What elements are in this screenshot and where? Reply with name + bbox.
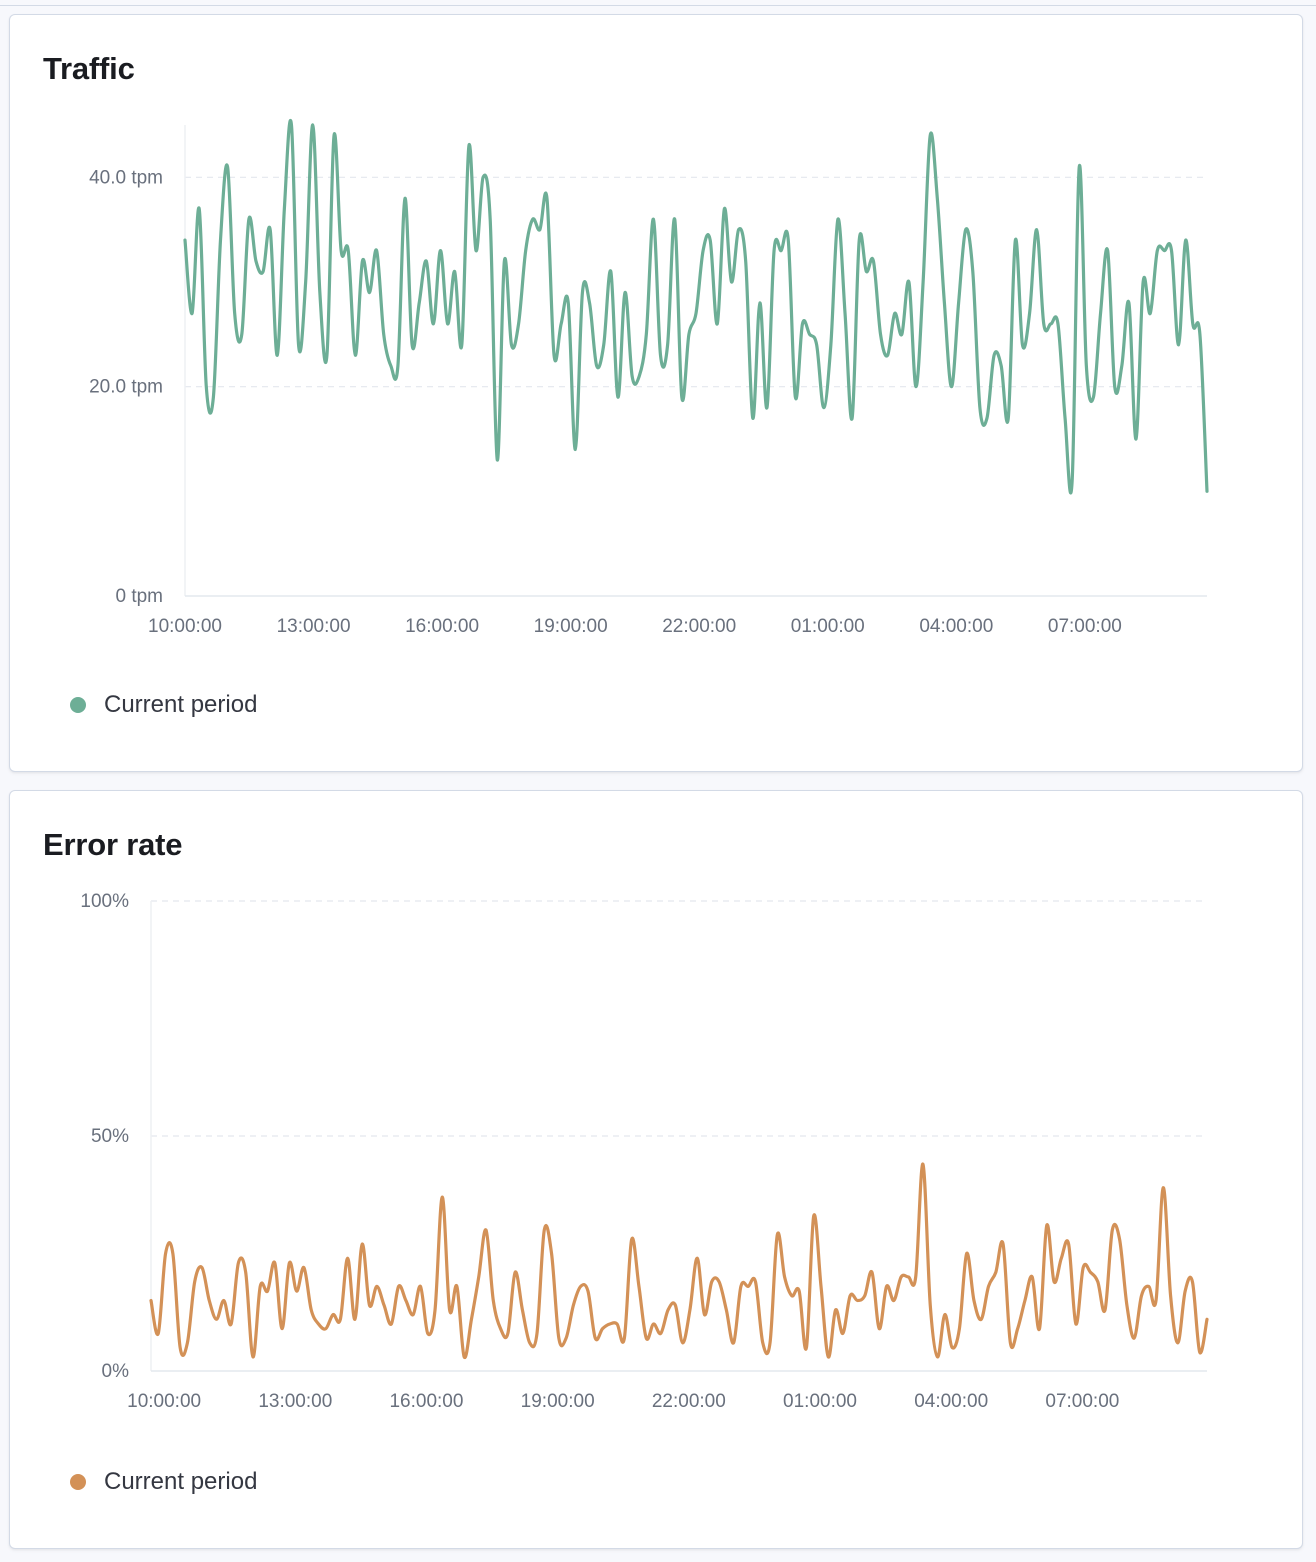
legend-dot-icon bbox=[70, 1474, 86, 1490]
traffic-chart: 0 tpm 20.0 tpm 40.0 tpm 10:00:00 13:00:00 16:… bbox=[89, 119, 1209, 637]
x-tick-label: 16:00:00 bbox=[389, 1391, 463, 1412]
x-tick-label: 10:00:00 bbox=[148, 616, 222, 637]
error-rate-panel: Error rate 0% 50% 100% 10:00:00 13:00:00 16:0… bbox=[9, 790, 1303, 1549]
y-tick-label: 100% bbox=[80, 891, 129, 912]
x-tick-label: 01:00:00 bbox=[783, 1391, 857, 1412]
traffic-title: Traffic bbox=[43, 51, 135, 86]
series-line bbox=[149, 1162, 1209, 1360]
x-tick-label: 22:00:00 bbox=[662, 616, 736, 637]
x-tick-label: 19:00:00 bbox=[534, 616, 608, 637]
x-tick-label: 13:00:00 bbox=[277, 616, 351, 637]
x-tick-label: 04:00:00 bbox=[914, 1391, 988, 1412]
traffic-panel: Traffic 0 tpm 20.0 tpm 40.0 tpm 10:00:00 13:… bbox=[9, 14, 1303, 772]
legend-dot-icon bbox=[70, 697, 86, 713]
x-tick-label: 22:00:00 bbox=[652, 1391, 726, 1412]
y-tick-label: 50% bbox=[91, 1126, 129, 1147]
y-tick-label: 0% bbox=[102, 1361, 130, 1382]
x-tick-label: 01:00:00 bbox=[791, 616, 865, 637]
error-rate-legend[interactable]: Current period bbox=[70, 1468, 257, 1496]
error-rate-title: Error rate bbox=[43, 827, 183, 862]
x-tick-label: 16:00:00 bbox=[405, 616, 479, 637]
x-tick-label: 07:00:00 bbox=[1045, 1391, 1119, 1412]
traffic-legend-label: Current period bbox=[104, 691, 258, 718]
x-tick-label: 19:00:00 bbox=[521, 1391, 595, 1412]
series-line bbox=[183, 119, 1209, 495]
traffic-legend[interactable]: Current period bbox=[70, 691, 257, 719]
y-tick-label: 20.0 tpm bbox=[89, 377, 163, 398]
error-rate-chart: 0% 50% 100% 10:00:00 13:00:00 16:00:00 19:00:0… bbox=[80, 891, 1209, 1412]
y-tick-label: 0 tpm bbox=[115, 586, 163, 607]
x-tick-label: 04:00:00 bbox=[919, 616, 993, 637]
previous-panel-edge bbox=[0, 0, 1316, 6]
x-tick-label: 13:00:00 bbox=[258, 1391, 332, 1412]
x-tick-label: 10:00:00 bbox=[127, 1391, 201, 1412]
y-tick-label: 40.0 tpm bbox=[89, 167, 163, 188]
error-rate-legend-label: Current period bbox=[104, 1468, 258, 1495]
x-tick-label: 07:00:00 bbox=[1048, 616, 1122, 637]
